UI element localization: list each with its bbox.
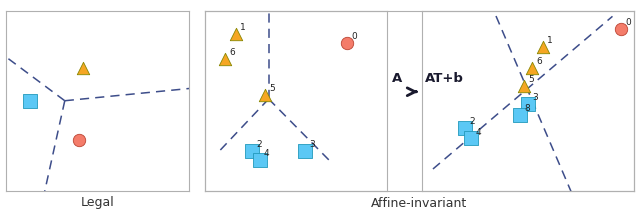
Text: AT+b: AT+b (424, 72, 463, 85)
Point (247, 149, 257, 153)
Point (523, 102, 533, 106)
Point (466, 137, 476, 140)
Point (518, 85, 529, 88)
Point (515, 113, 525, 117)
Text: Affine-invariant: Affine-invariant (371, 197, 467, 210)
Text: A: A (392, 72, 402, 85)
Text: 2: 2 (256, 140, 262, 149)
Text: 5: 5 (269, 84, 275, 93)
Point (616, 27, 626, 31)
Point (254, 158, 265, 162)
Point (78, 67, 88, 70)
Point (527, 67, 538, 70)
Point (260, 94, 270, 97)
Point (25, 99, 35, 102)
Text: 0: 0 (625, 18, 631, 27)
Text: 0: 0 (351, 32, 357, 41)
Text: 3: 3 (532, 93, 538, 102)
Text: 6: 6 (537, 57, 543, 66)
Text: 1: 1 (547, 36, 553, 45)
Point (220, 58, 230, 61)
Text: 2: 2 (469, 117, 475, 126)
Text: 8: 8 (524, 104, 530, 113)
X-axis label: Legal: Legal (81, 196, 115, 209)
Text: 5: 5 (529, 75, 534, 84)
Text: 3: 3 (309, 140, 315, 149)
Text: 1: 1 (240, 23, 246, 32)
Point (342, 42, 352, 45)
Point (460, 126, 470, 129)
Point (300, 149, 310, 153)
Point (74, 138, 84, 142)
Text: 6: 6 (229, 48, 235, 57)
Point (538, 45, 548, 49)
Text: 4: 4 (476, 127, 481, 136)
Point (230, 33, 241, 36)
Text: 4: 4 (264, 149, 269, 158)
